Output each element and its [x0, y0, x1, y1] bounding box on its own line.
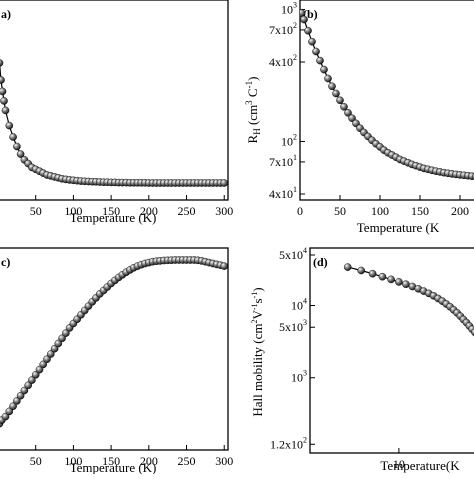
panel-a-data-point [10, 133, 17, 140]
panel-a-data-point [6, 122, 13, 129]
panel-a-xtick-label: 300 [215, 204, 233, 218]
panel-c-xtick-label: 150 [102, 454, 120, 468]
panel-d-ylabel: Hall mobility (cm2V-1s-1) [250, 287, 265, 416]
panel-d-data-point [402, 281, 409, 288]
panel-b-data-point [320, 66, 327, 73]
panel-d-data-point [369, 270, 376, 277]
panel-a-plot-area [0, 59, 228, 186]
panel-d-ytick-label: 5x104 [279, 246, 307, 262]
panel-b-ytick-label: 103 [281, 0, 297, 16]
panel-d-data-point [395, 278, 402, 285]
panel-b-xtick-label: 50 [334, 204, 346, 218]
panel-a-data-point [2, 107, 9, 114]
panel-c-plot-area [0, 256, 228, 427]
panel-d-ytick-label: 103 [291, 369, 307, 385]
panel-b-data-point [332, 90, 339, 97]
panel-b-ytick-label: 7x101 [269, 153, 297, 169]
panel-d-xtick-label: 10 [393, 457, 405, 471]
panel-d-data-point [379, 273, 386, 280]
panel-b-plot-area [298, 9, 474, 180]
panel-d: (d) Temperature(K Hall mobility (cm2V-1s… [250, 246, 474, 473]
panel-a-xtick-label: 250 [178, 204, 196, 218]
panel-a-data-point [0, 76, 5, 83]
panel-a-xtick-label: 100 [64, 204, 82, 218]
panel-d-data-point [388, 276, 395, 283]
panel-b-ytick-label: 7x102 [269, 21, 297, 37]
panel-d-ytick-label: 1.2x102 [270, 435, 307, 451]
panel-b-xtick-label: 0 [297, 204, 303, 218]
panel-b-data-point [298, 9, 305, 16]
panel-c-xtick-label: 50 [30, 454, 42, 468]
panel-c-xtick-label: 300 [215, 454, 233, 468]
panel-b-xtick-label: 150 [411, 204, 429, 218]
panel-b-data-point [312, 48, 319, 55]
panel-a-data-point [0, 97, 7, 104]
panel-d-data-point [358, 267, 365, 274]
panel-a-xtick-label: 150 [102, 204, 120, 218]
panel-a-data-point [0, 59, 3, 66]
panel-a-xtick-label: 200 [140, 204, 158, 218]
panel-b-data-point [316, 57, 323, 64]
panel-a-data-point [13, 143, 20, 150]
panel-a-xtick-label: 50 [30, 204, 42, 218]
panel-b-data-point [300, 16, 307, 23]
panel-a-data-point [221, 179, 228, 186]
panel-b-ytick-label: 4x101 [269, 185, 297, 201]
panel-d-plot-area [344, 264, 474, 339]
panel-b-xlabel: Temperature (K [357, 220, 440, 235]
panel-d-ytick-label: 5x103 [279, 318, 307, 334]
panel-c-xtick-label: 100 [64, 454, 82, 468]
panel-d-series-line [348, 267, 474, 335]
panel-c-data-point [221, 263, 228, 270]
panel-d-label: (d) [313, 255, 328, 269]
panel-b-data-point [328, 83, 335, 90]
panel-b-data-point [308, 38, 315, 45]
panel-c-xtick-label: 250 [178, 454, 196, 468]
panel-b-xtick-label: 200 [451, 204, 469, 218]
panel-b-data-point [304, 27, 311, 34]
panel-b-ylabel: RH (cm3 C-1) [244, 77, 262, 144]
panel-b-ytick-label: 102 [281, 132, 297, 148]
panel-b-xtick-label: 100 [371, 204, 389, 218]
panel-a-label: a) [1, 7, 11, 21]
panel-d-data-point [344, 264, 351, 271]
panel-b-data-point [336, 97, 343, 104]
panel-a-data-point [0, 88, 6, 95]
panel-d-ytick-label: 104 [291, 296, 307, 312]
panel-c-xtick-label: 200 [140, 454, 158, 468]
panel-c-label: c) [1, 255, 10, 269]
panel-b-data-point [324, 75, 331, 82]
panel-b-ytick-label: 4x102 [269, 53, 297, 69]
